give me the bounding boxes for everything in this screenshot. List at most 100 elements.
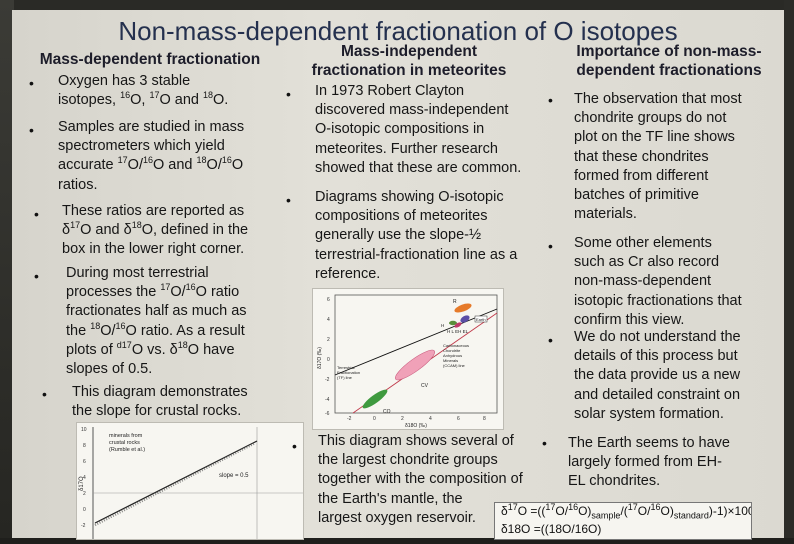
y-tick: 0: [327, 357, 330, 363]
mass-number: 18: [196, 155, 207, 166]
line: fractionates half as much as: [66, 303, 247, 320]
line: δ17O and δ18O, defined in the: [62, 221, 302, 240]
mass-number: 18: [131, 220, 142, 231]
mass-number: 16: [120, 90, 131, 101]
bullet-dot: •: [42, 386, 47, 402]
y-axis-label: δ17O (‰): [317, 347, 323, 369]
text: O =((: [517, 504, 546, 518]
col3-bullet-3: We do not understand the details of this…: [574, 328, 784, 424]
delta17-formula: δ17O =((17O/16O)sample/(17O/16O)standard…: [495, 502, 751, 520]
three-isotope-plot: 6 4 2 0 -2 -4 -6 -2 0 2 4 6 8 δ17O (‰) δ…: [317, 294, 498, 429]
line: the Earth's mantle, the: [318, 490, 463, 507]
mass-number: 16: [115, 320, 126, 331]
mass-number: 18: [202, 90, 213, 101]
h-label: H: [441, 323, 444, 328]
mineral-data-points: [94, 441, 256, 527]
y-tick: 2: [83, 491, 86, 497]
y-tick: -2: [325, 377, 330, 383]
text: O and: [159, 92, 203, 109]
mass-number: 16: [568, 502, 579, 512]
y-tick: -4: [325, 397, 330, 403]
y-tick: 8: [83, 443, 86, 449]
text: O,: [130, 92, 150, 109]
hlel-label: H L EH EL: [447, 329, 469, 334]
text: O/: [100, 322, 116, 339]
line: such as Cr also record: [574, 254, 720, 271]
line: the slope for crustal rocks.: [72, 403, 242, 420]
line: plots of d17O vs. δ18O have: [66, 340, 306, 360]
line: During most terrestrial: [66, 265, 209, 281]
mass-number: 17: [117, 155, 128, 166]
wall-right: [784, 0, 794, 538]
line: The observation that most: [574, 91, 742, 107]
line: details of this process but: [574, 348, 738, 365]
bullet-dot: •: [286, 86, 291, 102]
ccam-label: (CCAM) line: [443, 363, 466, 368]
line: compositions of meteorites: [315, 208, 488, 225]
y-tick: 4: [327, 317, 330, 323]
co-label: CO: [383, 409, 391, 415]
y-axis-label: δ17O: [79, 476, 85, 491]
x-tick-labels: -2 0 2 4 6 8: [347, 416, 486, 422]
text: O/: [555, 504, 569, 518]
mass-number: 16: [221, 155, 232, 166]
col1-heading: Mass-dependent fractionation: [39, 51, 261, 68]
line: processes the 17O/16O ratio: [66, 283, 306, 302]
line: The Earth seems to have: [568, 435, 730, 451]
poster: Non-mass-dependent fractionation of O is…: [12, 10, 784, 540]
text: O, defined in the: [141, 222, 249, 239]
x-tick: 4: [429, 416, 432, 422]
line: terrestrial-fractionation line as a: [315, 246, 518, 263]
line: ratios.: [58, 176, 98, 193]
line: the largest chondrite groups: [318, 452, 498, 469]
text: /(: [620, 504, 628, 518]
bullet-dot: •: [34, 206, 39, 222]
line: accurate 17O/16O and 18O/16O: [58, 156, 298, 175]
x-tick: -2: [347, 416, 352, 422]
text: O.: [213, 92, 229, 109]
y-tick: 0: [83, 507, 86, 513]
y-tick: -2: [81, 523, 86, 529]
ccam-label: Carbonaceous: [443, 343, 469, 348]
line: the 18O/16O ratio. As a result: [66, 320, 306, 341]
y-tick: -6: [325, 411, 330, 417]
line: isotopic fractionations that: [574, 292, 742, 309]
line: Samples are studied in mass: [58, 119, 245, 135]
line: Oxygen has 3 stable: [58, 73, 191, 89]
bullet-dot: •: [548, 92, 553, 108]
h-chondrite-field: [449, 320, 457, 326]
y-tick-labels: 6 4 2 0 -2 -4 -6: [325, 297, 330, 417]
bullet-dot: •: [548, 238, 553, 254]
col3-bullet-2: Some other elements such as Cr also reco…: [574, 234, 784, 330]
mass-number: 17: [627, 502, 638, 512]
line: Some other elements: [574, 235, 712, 251]
minerals-label: minerals from: [109, 433, 143, 439]
text: δ: [62, 222, 71, 239]
cv-field: [395, 349, 435, 381]
crustal-rock-slope-figure: 10 8 6 4 2 0 -2 δ17O minerals from crust…: [76, 422, 304, 540]
line: O-isotopic compositions in: [315, 121, 485, 138]
text: O): [578, 504, 592, 518]
minerals-label: crustal rocks: [109, 440, 140, 446]
col3-bullet-4: The Earth seems to have largely formed f…: [568, 434, 778, 492]
text: )-1)×1000: [708, 504, 751, 518]
cv-label: CV: [421, 383, 429, 389]
mass-number: 18: [90, 320, 101, 331]
mass-number: 17: [160, 282, 171, 293]
line: showed that these are common.: [315, 159, 522, 176]
tf-label: Fractionation: [337, 370, 360, 375]
y-tick: 6: [83, 459, 86, 465]
line: EL chondrites.: [568, 473, 661, 490]
line: slopes of 0.5.: [66, 361, 153, 378]
bullet-dot: •: [29, 122, 34, 138]
y-tick: 4: [83, 475, 86, 481]
text: O ratio. As a result: [125, 322, 245, 339]
mass-number: 17: [70, 220, 81, 231]
col2-bullet-3: This diagram shows several of the larges…: [318, 432, 568, 528]
line: These ratios are reported as: [62, 203, 245, 219]
bullet-dot: •: [34, 268, 39, 284]
x-tick: 6: [457, 416, 460, 422]
text: processes the: [66, 284, 161, 301]
col1-bullet-1: Oxygen has 3 stable isotopes, 16O, 17O a…: [58, 72, 298, 110]
text: O vs. δ: [131, 341, 178, 358]
